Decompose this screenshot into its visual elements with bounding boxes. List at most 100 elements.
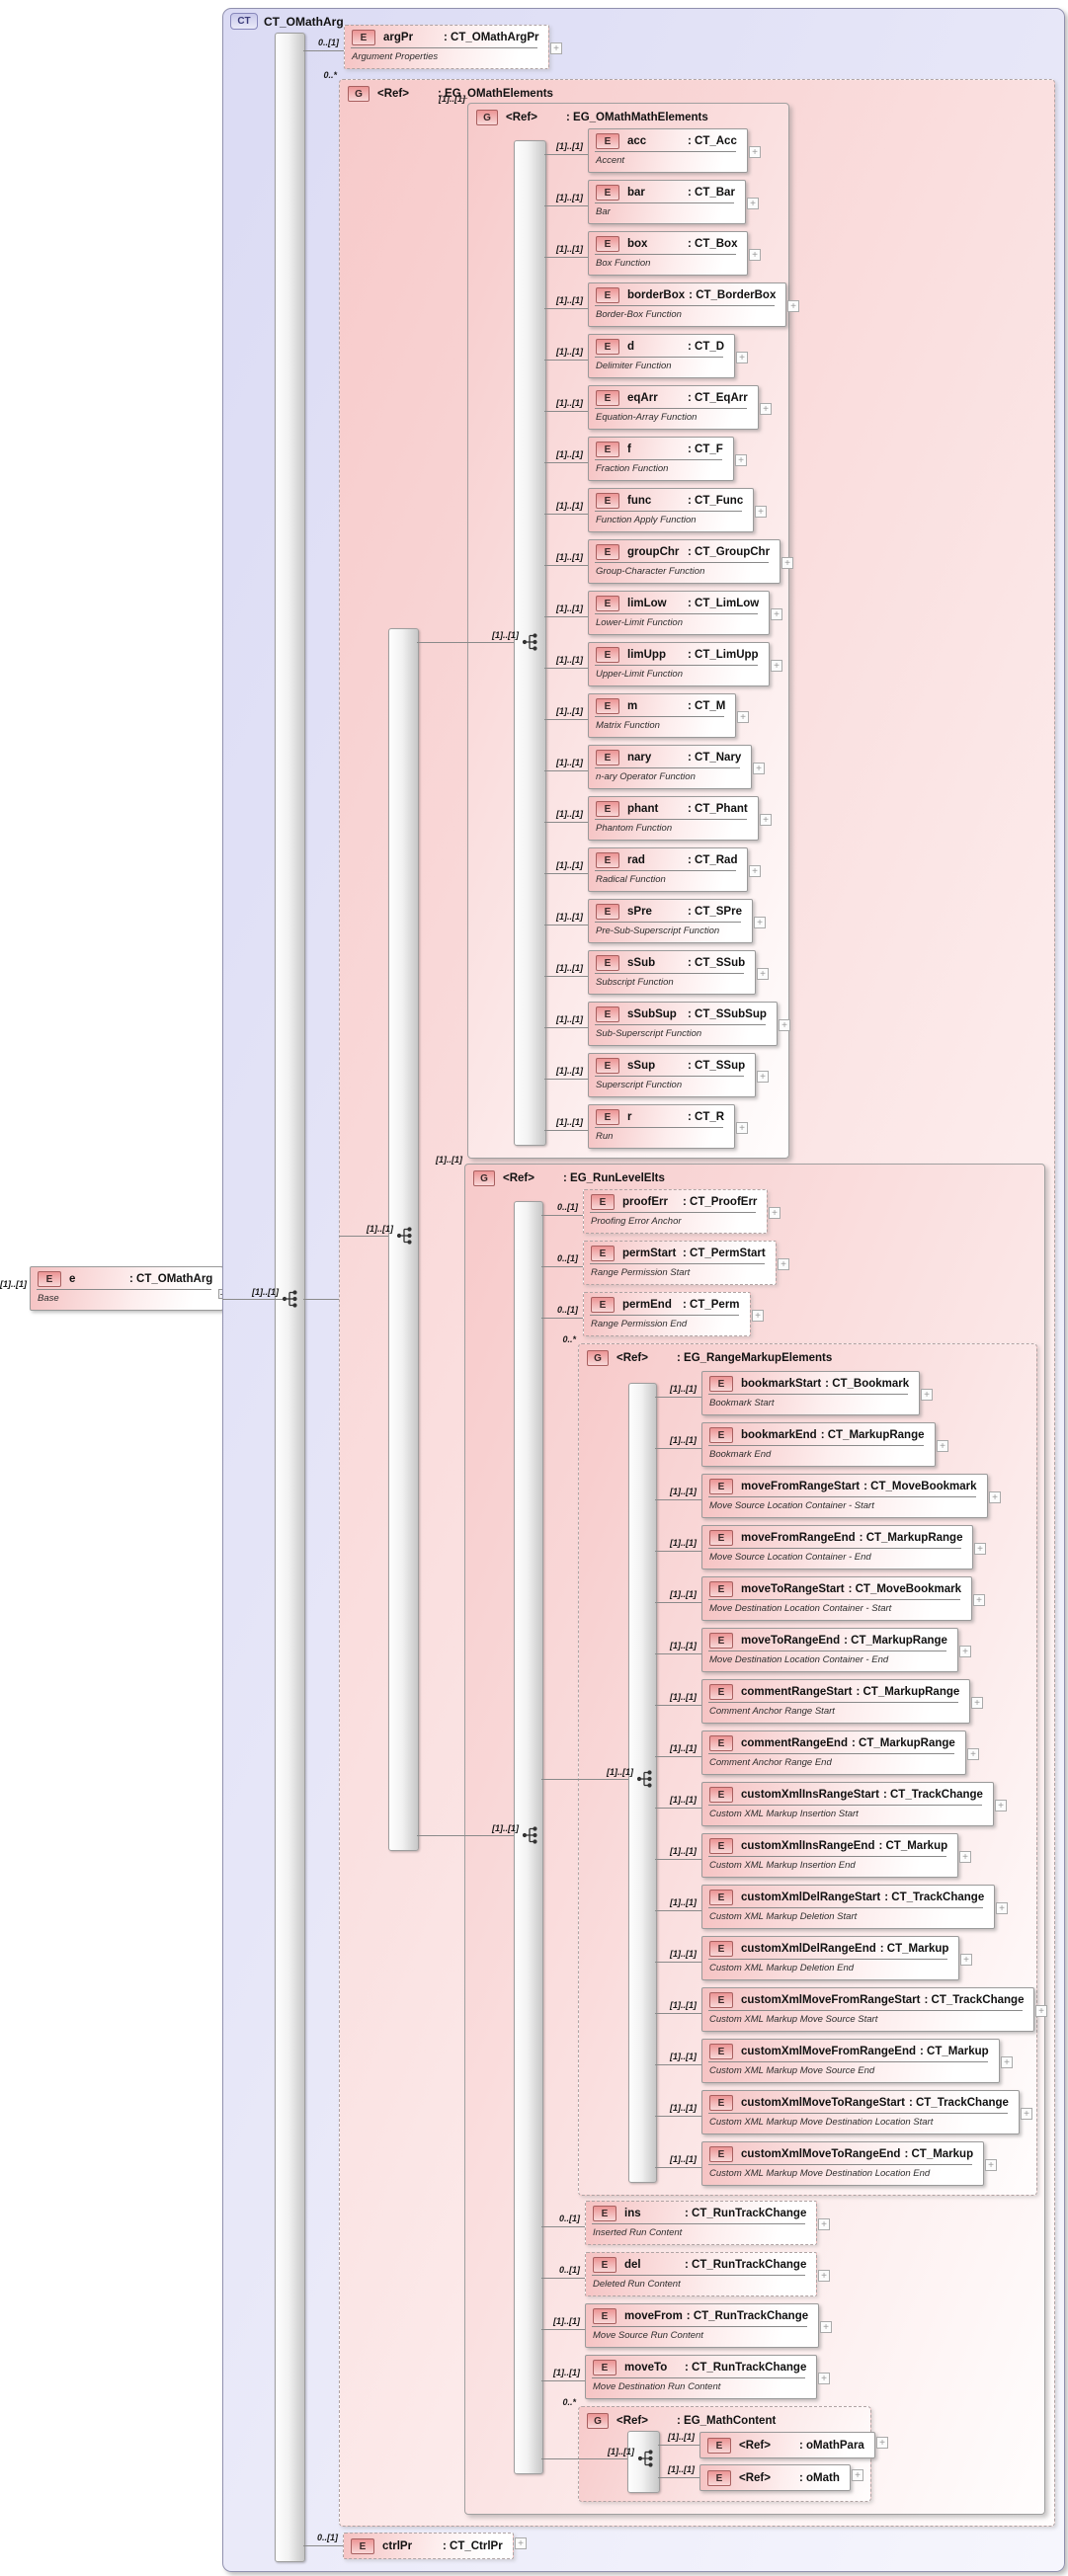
expand-icon[interactable]: + [737, 711, 749, 723]
element-e[interactable]: Ee CT_OMathArg Base [30, 1266, 224, 1311]
expand-icon[interactable]: + [921, 1389, 933, 1401]
expand-icon[interactable]: + [753, 763, 765, 774]
expand-icon[interactable]: + [778, 1258, 789, 1270]
expand-icon[interactable]: + [996, 1902, 1008, 1914]
expand-icon[interactable]: + [752, 1310, 764, 1322]
expand-icon[interactable]: + [757, 968, 769, 980]
element-d[interactable]: Ed CT_D Delimiter Function [588, 334, 736, 378]
expand-icon[interactable]: + [779, 1019, 790, 1031]
expand-icon[interactable]: + [960, 1954, 972, 1966]
expand-icon[interactable]: + [937, 1440, 948, 1452]
expand-icon[interactable]: + [818, 2218, 830, 2230]
expand-icon[interactable]: + [781, 557, 793, 569]
element-f[interactable]: Ef CT_F Fraction Function [588, 437, 734, 481]
ct-header: CT CT_OMathArg [223, 9, 1064, 30]
element-moveToRangeEnd[interactable]: EmoveToRangeEndCT_MarkupRange Move Destin… [701, 1628, 958, 1672]
expand-icon[interactable]: + [771, 608, 782, 620]
expand-icon[interactable]: + [757, 1071, 769, 1083]
expand-icon[interactable]: + [550, 42, 562, 54]
expand-icon[interactable]: + [971, 1697, 983, 1709]
element-moveFromRangeStart[interactable]: EmoveFromRangeStartCT_MoveBookmark Move S… [701, 1474, 988, 1518]
element-bookmarkStart[interactable]: EbookmarkStartCT_Bookmark Bookmark Start [701, 1371, 921, 1415]
element-customXmlInsRangeEnd[interactable]: EcustomXmlInsRangeEndCT_Markup Custom XML… [701, 1833, 959, 1878]
expand-icon[interactable]: + [818, 2373, 830, 2384]
element-oMath[interactable]: E <Ref> oMath [699, 2464, 851, 2491]
expand-icon[interactable]: + [755, 506, 767, 518]
cardinality-label: [1]..[1] [556, 501, 583, 511]
element-borderBox[interactable]: EborderBoxCT_BorderBox Border-Box Functio… [588, 282, 787, 327]
expand-icon[interactable]: + [735, 454, 747, 466]
expand-icon[interactable]: + [760, 814, 772, 826]
expand-icon[interactable]: + [959, 1646, 971, 1657]
expand-icon[interactable]: + [760, 403, 772, 415]
expand-icon[interactable]: + [967, 1748, 979, 1760]
expand-icon[interactable]: + [1035, 2005, 1047, 2017]
expand-icon[interactable]: + [974, 1543, 986, 1555]
expand-icon[interactable]: + [876, 2437, 888, 2449]
expand-icon[interactable]: + [771, 660, 782, 672]
expand-icon[interactable]: + [820, 2321, 832, 2333]
expand-icon[interactable]: + [1001, 2056, 1013, 2068]
expand-icon[interactable]: + [736, 352, 748, 363]
element-r[interactable]: Er CT_R Run [588, 1104, 736, 1149]
element-badge: E [596, 339, 619, 355]
element-customXmlDelRangeStart[interactable]: EcustomXmlDelRangeStartCT_TrackChange Cus… [701, 1885, 996, 1929]
element-customXmlMoveToRangeEnd[interactable]: EcustomXmlMoveToRangeEndCT_Markup Custom … [701, 2141, 985, 2186]
expand-icon[interactable]: + [1021, 2108, 1032, 2120]
expand-icon[interactable]: + [787, 300, 799, 312]
expand-icon[interactable]: + [818, 2270, 830, 2282]
annotation: Move Destination Run Content [593, 2381, 721, 2392]
expand-icon[interactable]: + [754, 917, 766, 928]
expand-icon[interactable]: + [985, 2159, 997, 2171]
expand-icon[interactable]: + [749, 249, 761, 261]
element-customXmlMoveFromRangeStart[interactable]: EcustomXmlMoveFromRangeStartCT_TrackChan… [701, 1987, 1035, 2032]
expand-icon[interactable]: + [749, 865, 761, 877]
element-commentRangeStart[interactable]: EcommentRangeStartCT_MarkupRange Comment … [701, 1679, 971, 1724]
expand-icon[interactable]: + [995, 1800, 1007, 1811]
expand-icon[interactable]: + [747, 198, 759, 209]
element-m[interactable]: Em CT_M Matrix Function [588, 693, 737, 738]
expand-icon[interactable]: + [736, 1122, 748, 1134]
expand-icon[interactable]: + [989, 1491, 1001, 1503]
expand-icon[interactable]: + [973, 1594, 985, 1606]
expand-icon[interactable]: + [769, 1207, 780, 1219]
expand-icon[interactable]: + [749, 146, 761, 158]
expand-icon[interactable]: + [852, 2469, 863, 2481]
element-oMathPara[interactable]: E <Ref> oMathPara [699, 2432, 875, 2458]
expand-icon[interactable]: + [959, 1851, 971, 1863]
element-badge: E [596, 133, 619, 149]
expand-icon[interactable]: + [515, 2537, 527, 2549]
